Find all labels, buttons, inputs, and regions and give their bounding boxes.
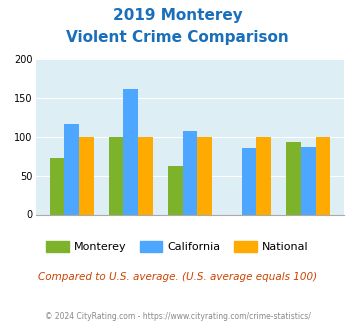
Legend: Monterey, California, National: Monterey, California, National bbox=[42, 237, 313, 257]
Bar bbox=[301, 147, 316, 214]
Bar bbox=[286, 142, 301, 214]
Text: Violent Crime Comparison: Violent Crime Comparison bbox=[66, 30, 289, 45]
Bar bbox=[79, 137, 94, 214]
Bar bbox=[124, 89, 138, 214]
Bar bbox=[256, 137, 271, 214]
Bar bbox=[168, 166, 182, 214]
Text: 2019 Monterey: 2019 Monterey bbox=[113, 8, 242, 23]
Text: © 2024 CityRating.com - https://www.cityrating.com/crime-statistics/: © 2024 CityRating.com - https://www.city… bbox=[45, 312, 310, 321]
Text: Compared to U.S. average. (U.S. average equals 100): Compared to U.S. average. (U.S. average … bbox=[38, 272, 317, 282]
Bar bbox=[316, 137, 330, 214]
Bar bbox=[242, 148, 256, 214]
Bar bbox=[138, 137, 153, 214]
Bar bbox=[64, 124, 79, 214]
Bar bbox=[109, 137, 124, 214]
Bar bbox=[50, 158, 64, 214]
Bar bbox=[197, 137, 212, 214]
Bar bbox=[182, 131, 197, 214]
